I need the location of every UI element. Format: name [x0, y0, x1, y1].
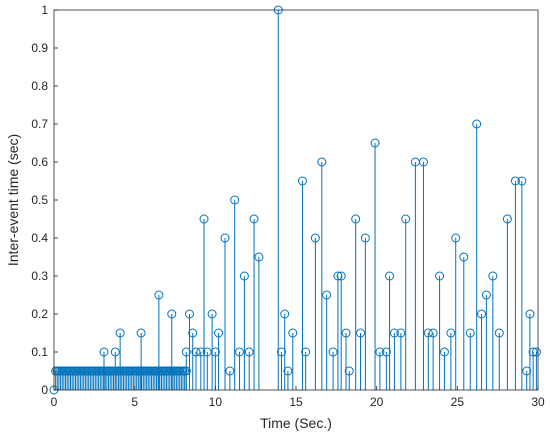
cluster-marker-79 — [181, 366, 191, 376]
x-tick-label-3: 15 — [289, 395, 303, 409]
x-tick-label-0: 0 — [51, 395, 58, 409]
data-marker-42 — [360, 233, 370, 243]
y-tick-label-9: 0.9 — [31, 41, 48, 55]
y-tick-label-0: 0 — [41, 383, 48, 397]
data-marker-4 — [136, 328, 146, 338]
data-marker-68 — [522, 366, 532, 376]
data-marker-9 — [188, 328, 198, 338]
data-marker-10 — [191, 347, 201, 357]
data-marker-7 — [181, 347, 191, 357]
data-marker-29 — [288, 328, 298, 338]
data-marker-38 — [341, 328, 351, 338]
data-marker-64 — [494, 328, 504, 338]
data-marker-70 — [528, 347, 538, 357]
data-marker-5 — [154, 290, 164, 300]
data-marker-31 — [301, 347, 311, 357]
data-marker-54 — [435, 271, 445, 281]
data-marker-49 — [401, 214, 411, 224]
data-marker-21 — [239, 271, 249, 281]
data-marker-22 — [244, 347, 254, 357]
x-tick-label-5: 25 — [451, 395, 465, 409]
data-marker-41 — [356, 328, 366, 338]
x-tick-label-2: 10 — [209, 395, 223, 409]
data-marker-26 — [276, 347, 286, 357]
data-marker-12 — [199, 214, 209, 224]
data-marker-35 — [328, 347, 338, 357]
x-tick-label-4: 20 — [370, 395, 384, 409]
x-tick-label-1: 5 — [131, 395, 138, 409]
data-marker-52 — [423, 328, 433, 338]
data-marker-16 — [214, 328, 224, 338]
data-marker-47 — [389, 328, 399, 338]
y-tick-label-6: 0.6 — [31, 155, 48, 169]
data-marker-71 — [531, 347, 541, 357]
data-marker-11 — [196, 347, 206, 357]
data-marker-59 — [465, 328, 475, 338]
data-marker-3 — [115, 328, 125, 338]
data-marker-43 — [370, 138, 380, 148]
x-axis-label: Time (Sec.) — [260, 415, 332, 431]
data-marker-6 — [167, 309, 177, 319]
y-ticks: 0 0.1 0.2 0.3 0.4 0.5 0.6 0.7 0.8 0.9 1 — [31, 3, 58, 397]
data-marker-58 — [459, 252, 469, 262]
data-marker-65 — [502, 214, 512, 224]
y-tick-label-4: 0.4 — [31, 231, 48, 245]
data-marker-67 — [517, 176, 527, 186]
data-marker-46 — [385, 271, 395, 281]
data-marker-36 — [333, 271, 343, 281]
data-marker-48 — [396, 328, 406, 338]
data-marker-28 — [283, 366, 293, 376]
data-marker-32 — [310, 233, 320, 243]
y-tick-label-1: 0.1 — [31, 345, 48, 359]
data-marker-20 — [235, 347, 245, 357]
data-marker-66 — [510, 176, 520, 186]
data-marker-30 — [297, 176, 307, 186]
data-marker-61 — [477, 309, 487, 319]
data-marker-57 — [451, 233, 461, 243]
data-marker-44 — [375, 347, 385, 357]
y-tick-label-3: 0.3 — [31, 269, 48, 283]
data-marker-39 — [344, 366, 354, 376]
data-marker-24 — [254, 252, 264, 262]
data-marker-27 — [280, 309, 290, 319]
data-marker-56 — [446, 328, 456, 338]
data-marker-62 — [481, 290, 491, 300]
data-marker-51 — [418, 157, 428, 167]
data-marker-60 — [472, 119, 482, 129]
data-marker-45 — [381, 347, 391, 357]
markers-layer — [49, 5, 541, 395]
y-tick-label-8: 0.8 — [31, 79, 48, 93]
y-tick-label-10: 1 — [41, 3, 48, 17]
data-marker-40 — [351, 214, 361, 224]
y-tick-label-7: 0.7 — [31, 117, 48, 131]
y-tick-label-2: 0.2 — [31, 307, 48, 321]
data-marker-18 — [225, 366, 235, 376]
stems-layer — [55, 10, 537, 390]
data-marker-33 — [317, 157, 327, 167]
y-axis-label: Inter-event time (sec) — [5, 134, 21, 266]
y-tick-label-5: 0.5 — [31, 193, 48, 207]
data-marker-8 — [185, 309, 195, 319]
data-marker-69 — [525, 309, 535, 319]
data-marker-1 — [99, 347, 109, 357]
data-marker-53 — [428, 328, 438, 338]
plot-area — [54, 10, 538, 390]
data-marker-17 — [220, 233, 230, 243]
data-marker-14 — [207, 309, 217, 319]
x-tick-label-6: 30 — [531, 395, 545, 409]
data-marker-34 — [322, 290, 332, 300]
data-marker-2 — [110, 347, 120, 357]
data-marker-19 — [230, 195, 240, 205]
data-marker-15 — [210, 347, 220, 357]
data-marker-37 — [336, 271, 346, 281]
data-marker-55 — [439, 347, 449, 357]
data-marker-63 — [488, 271, 498, 281]
x-ticks: 0 5 10 15 20 25 30 — [51, 386, 545, 409]
data-marker-23 — [249, 214, 259, 224]
